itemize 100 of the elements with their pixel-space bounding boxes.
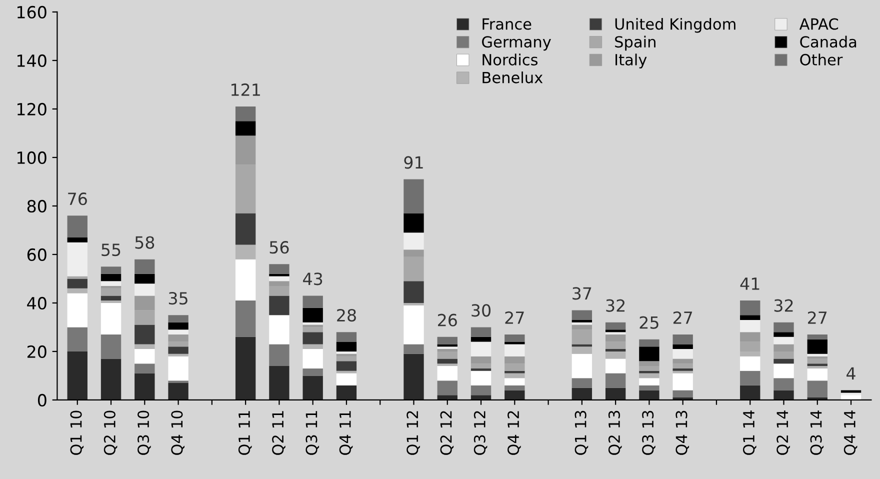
bar xyxy=(605,322,626,330)
bar xyxy=(168,315,188,322)
bar xyxy=(235,300,256,337)
bar xyxy=(67,237,88,242)
bar xyxy=(100,334,122,359)
bar xyxy=(269,315,290,344)
total-label: 27 xyxy=(505,311,524,324)
y-tick-label: 100 xyxy=(17,151,46,164)
bar xyxy=(740,332,760,342)
bar xyxy=(134,344,155,350)
x-tick-label: Q1 13 xyxy=(574,410,588,455)
total-label: 43 xyxy=(303,272,322,286)
legend-label: United Kingdom xyxy=(615,18,736,33)
bar xyxy=(605,388,626,400)
bar xyxy=(168,342,188,347)
bar xyxy=(168,322,188,330)
bar xyxy=(269,286,290,296)
bar xyxy=(168,346,188,354)
bar xyxy=(168,354,188,356)
bar xyxy=(639,373,660,378)
bar xyxy=(302,322,323,325)
legend-label: APAC xyxy=(799,18,838,30)
total-label: 91 xyxy=(404,156,423,169)
bar xyxy=(639,370,660,374)
bar xyxy=(740,356,760,371)
bar xyxy=(605,330,626,332)
bar xyxy=(134,310,155,325)
x-tick-label: Q3 14 xyxy=(810,410,824,455)
bar xyxy=(504,370,525,374)
bar xyxy=(840,392,862,396)
bar xyxy=(134,284,155,296)
bar xyxy=(605,351,626,359)
x-tick-label: Q2 11 xyxy=(272,411,286,455)
bar xyxy=(470,364,492,368)
bar xyxy=(269,296,290,316)
bar xyxy=(134,274,155,284)
bar xyxy=(134,364,155,374)
y-tick-label: 160 xyxy=(17,6,46,19)
bar xyxy=(168,334,188,342)
bar xyxy=(470,385,492,396)
bar xyxy=(672,344,693,350)
bar xyxy=(504,356,525,364)
x-tick-label: Q4 12 xyxy=(508,411,521,455)
bar xyxy=(302,376,323,400)
bar xyxy=(336,351,357,354)
bar xyxy=(672,368,693,371)
bar xyxy=(437,395,458,400)
bar xyxy=(336,356,357,362)
bar xyxy=(100,296,122,301)
y-tick-label: 20 xyxy=(27,345,46,358)
bar xyxy=(302,349,323,368)
bar xyxy=(774,358,794,364)
bar xyxy=(235,121,256,136)
total-label: 27 xyxy=(808,311,827,324)
bar xyxy=(437,344,458,347)
bar xyxy=(504,373,525,378)
total-label: 58 xyxy=(135,236,154,249)
bar xyxy=(470,327,492,337)
y-tick-label: 140 xyxy=(17,54,46,68)
bar xyxy=(740,370,760,386)
bar xyxy=(672,390,693,398)
x-tick-label: Q1 10 xyxy=(70,410,84,455)
bar xyxy=(639,378,660,386)
bar xyxy=(572,388,592,400)
bar xyxy=(807,380,828,398)
x-tick-label: Q3 12 xyxy=(474,411,488,455)
x-tick-label: Q1 11 xyxy=(238,411,252,455)
x-tick-label: Q3 10 xyxy=(138,410,151,455)
bar xyxy=(807,358,828,364)
bar xyxy=(807,368,828,381)
bar xyxy=(639,339,660,347)
bar xyxy=(235,106,256,122)
bar xyxy=(672,358,693,364)
bar xyxy=(572,324,592,330)
y-tick-label: 80 xyxy=(27,200,46,213)
bar xyxy=(605,334,626,342)
bar xyxy=(67,288,88,294)
bar xyxy=(404,302,424,306)
total-label: 35 xyxy=(168,292,188,305)
total-label: 25 xyxy=(640,316,658,329)
bar xyxy=(235,336,256,400)
legend-label: Italy xyxy=(616,54,647,68)
bar xyxy=(470,370,492,386)
x-tick-label: Q4 10 xyxy=(171,410,184,455)
bar xyxy=(404,179,424,214)
total-label: 28 xyxy=(337,308,356,322)
bar xyxy=(672,349,693,359)
x-tick-label: Q1 14 xyxy=(742,410,756,455)
bar xyxy=(774,390,794,400)
bar xyxy=(437,351,458,359)
legend-label: Nordics xyxy=(482,54,538,66)
bar xyxy=(269,274,290,276)
bar xyxy=(572,354,592,378)
bar xyxy=(302,308,323,322)
legend-label: Spain xyxy=(615,36,656,51)
bar xyxy=(774,332,794,337)
y-tick-label: 60 xyxy=(27,248,46,262)
total-label: 30 xyxy=(472,304,491,317)
bar xyxy=(774,378,794,390)
x-tick-label: Q2 13 xyxy=(608,410,622,455)
